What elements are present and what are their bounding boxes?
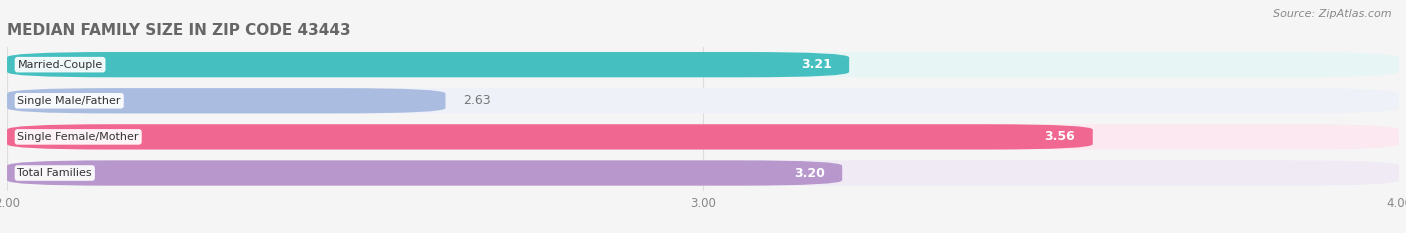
- Text: Single Male/Father: Single Male/Father: [17, 96, 121, 106]
- FancyBboxPatch shape: [7, 52, 849, 77]
- Text: Source: ZipAtlas.com: Source: ZipAtlas.com: [1274, 9, 1392, 19]
- Text: Married-Couple: Married-Couple: [17, 60, 103, 70]
- Text: MEDIAN FAMILY SIZE IN ZIP CODE 43443: MEDIAN FAMILY SIZE IN ZIP CODE 43443: [7, 24, 350, 38]
- FancyBboxPatch shape: [7, 88, 1399, 113]
- Text: Total Families: Total Families: [17, 168, 93, 178]
- Text: 3.56: 3.56: [1045, 130, 1076, 143]
- FancyBboxPatch shape: [7, 88, 446, 113]
- FancyBboxPatch shape: [7, 124, 1092, 150]
- Text: 3.20: 3.20: [794, 167, 825, 179]
- Text: Single Female/Mother: Single Female/Mother: [17, 132, 139, 142]
- Text: 3.21: 3.21: [801, 58, 832, 71]
- FancyBboxPatch shape: [7, 124, 1399, 150]
- FancyBboxPatch shape: [7, 160, 1399, 186]
- FancyBboxPatch shape: [7, 160, 842, 186]
- Text: 2.63: 2.63: [463, 94, 491, 107]
- FancyBboxPatch shape: [7, 52, 1399, 77]
